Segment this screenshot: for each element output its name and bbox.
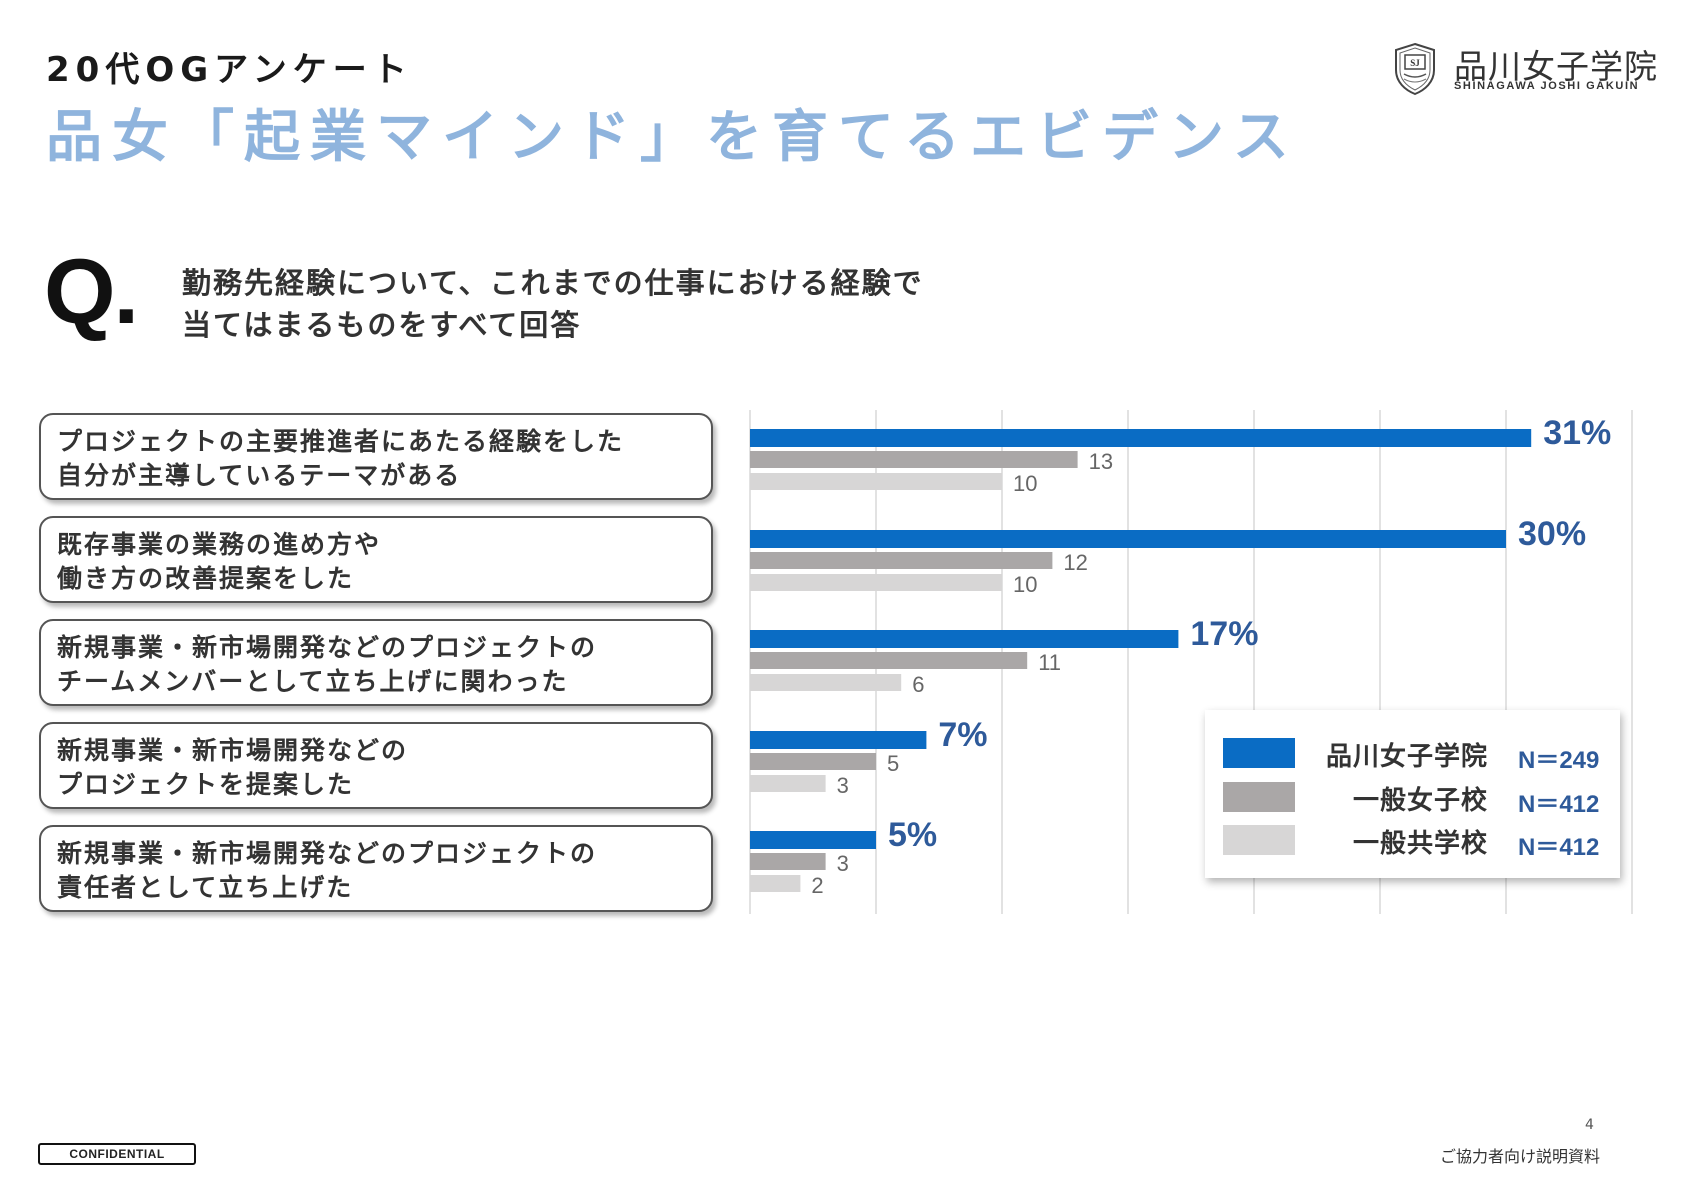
category-line: 働き方の改善提案をした xyxy=(57,564,355,593)
confidential-badge: CONFIDENTIAL xyxy=(38,1143,196,1165)
question-line: 当てはまるものをすべて回答 xyxy=(182,308,582,342)
bar-2-4 xyxy=(750,753,876,770)
section-kicker: 20代OGアンケート xyxy=(46,50,413,90)
bar-1-1 xyxy=(750,429,1532,447)
data-label: 5% xyxy=(888,816,937,854)
bar-1-5 xyxy=(750,831,876,849)
logo-subtitle: SHINAGAWA JOSHI GAKUIN xyxy=(1454,80,1640,92)
chart-legend: 品川女子学院 N＝249 一般女子校 N＝412 一般共学校 N＝412 xyxy=(1205,710,1620,878)
category-box-1: プロジェクトの主要推進者にあたる経験をした 自分が主導しているテーマがある xyxy=(39,413,713,500)
data-label: 3 xyxy=(837,851,849,876)
category-line: プロジェクトの主要推進者にあたる経験をした xyxy=(57,427,625,456)
bar-1-4 xyxy=(750,731,927,749)
legend-swatch xyxy=(1223,825,1295,855)
legend-label: 一般女子校 xyxy=(1352,786,1488,816)
data-label: 11 xyxy=(1038,650,1061,675)
bar-3-5 xyxy=(750,875,801,892)
category-line: 新規事業・新市場開発などのプロジェクトの xyxy=(57,839,598,868)
bar-1-3 xyxy=(750,630,1179,648)
bar-2-3 xyxy=(750,652,1028,669)
svg-text:SJ: SJ xyxy=(1410,58,1420,68)
category-line: プロジェクトを提案した xyxy=(57,770,355,799)
category-line: 責任者として立ち上げた xyxy=(57,873,354,902)
bar-3-1 xyxy=(750,473,1002,490)
crest-icon: SJ xyxy=(1395,42,1435,96)
legend-n: N＝412 xyxy=(1518,791,1600,818)
legend-swatch xyxy=(1223,782,1295,812)
data-label: 10 xyxy=(1013,471,1037,496)
question-text: 勤務先経験について、これまでの仕事における経験で 当てはまるものをすべて回答 xyxy=(182,262,924,346)
category-line: 新規事業・新市場開発などのプロジェクトの xyxy=(57,633,598,662)
footer-note: ご協力者向け説明資料 xyxy=(1440,1147,1601,1166)
legend-item-coed-school: 一般共学校 N＝412 xyxy=(1223,823,1613,861)
school-logo: SJ 品川女子学院 SHINAGAWA JOSHI GAKUIN xyxy=(1392,40,1657,98)
category-box-3: 新規事業・新市場開発などのプロジェクトの チームメンバーとして立ち上げに関わった xyxy=(39,619,713,706)
legend-item-girls-school: 一般女子校 N＝412 xyxy=(1223,780,1613,818)
data-label: 31% xyxy=(1543,414,1611,452)
legend-n: N＝412 xyxy=(1518,834,1600,861)
data-label: 6 xyxy=(912,672,924,697)
logo-name: 品川女子学院 xyxy=(1454,47,1658,86)
bar-3-2 xyxy=(750,574,1002,591)
bar-2-1 xyxy=(750,451,1078,468)
category-line: 新規事業・新市場開発などの xyxy=(57,736,409,765)
data-label: 12 xyxy=(1063,550,1087,575)
category-line: 自分が主導しているテーマがある xyxy=(57,461,462,490)
data-label: 7% xyxy=(938,716,987,754)
data-label: 2 xyxy=(811,873,823,898)
legend-label: 品川女子学院 xyxy=(1325,742,1488,772)
category-box-4: 新規事業・新市場開発などの プロジェクトを提案した xyxy=(39,722,713,809)
question-line: 勤務先経験について、これまでの仕事における経験で xyxy=(182,266,924,300)
category-line: 既存事業の業務の進め方や xyxy=(57,530,382,559)
data-label: 3 xyxy=(837,773,849,798)
data-label: 5 xyxy=(887,751,899,776)
data-label: 13 xyxy=(1089,449,1113,474)
category-box-2: 既存事業の業務の進め方や 働き方の改善提案をした xyxy=(39,516,713,603)
bar-3-3 xyxy=(750,674,902,691)
category-box-5: 新規事業・新市場開発などのプロジェクトの 責任者として立ち上げた xyxy=(39,825,713,912)
page-number: 4 xyxy=(1585,1117,1594,1133)
data-label: 17% xyxy=(1190,615,1258,653)
legend-item-shinagawa: 品川女子学院 N＝249 xyxy=(1223,736,1613,774)
category-line: チームメンバーとして立ち上げに関わった xyxy=(57,667,569,696)
question-mark: Q. xyxy=(44,241,139,343)
legend-n: N＝249 xyxy=(1518,747,1600,774)
bar-3-4 xyxy=(750,775,826,792)
data-label: 30% xyxy=(1518,515,1586,553)
data-label: 10 xyxy=(1013,572,1037,597)
legend-swatch xyxy=(1223,738,1295,768)
legend-label: 一般共学校 xyxy=(1352,829,1488,859)
page-title: 品女「起業マインド」を育てるエビデンス xyxy=(46,105,1299,170)
bar-2-2 xyxy=(750,552,1053,569)
bar-1-2 xyxy=(750,530,1506,548)
bar-2-5 xyxy=(750,853,826,870)
